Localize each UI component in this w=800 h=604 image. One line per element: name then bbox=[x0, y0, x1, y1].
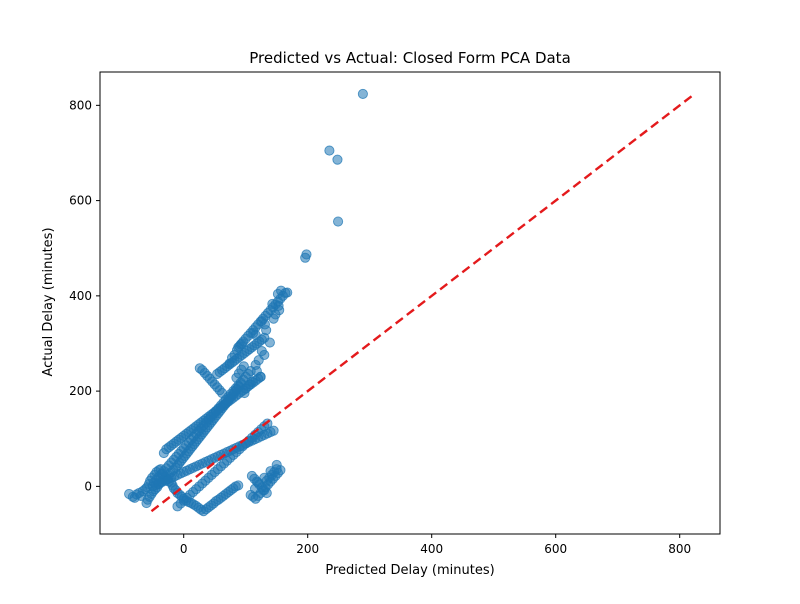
scatter-point bbox=[271, 459, 282, 470]
reference-line bbox=[150, 93, 695, 513]
scatter-point bbox=[265, 466, 276, 477]
scatter-point bbox=[233, 480, 244, 491]
y-tick-label: 200 bbox=[69, 384, 92, 398]
scatter-point bbox=[261, 325, 272, 336]
scatter-point bbox=[333, 216, 344, 227]
x-tick-label: 200 bbox=[296, 542, 319, 556]
x-tick-label: 800 bbox=[668, 542, 691, 556]
scatter-point bbox=[250, 329, 261, 340]
scatter-point bbox=[239, 387, 250, 399]
scatter-point bbox=[238, 361, 249, 372]
x-tick-label: 0 bbox=[180, 542, 188, 556]
scatter-point bbox=[264, 337, 275, 348]
scatter-point bbox=[324, 145, 335, 156]
scatter-point bbox=[236, 338, 248, 349]
x-tick-label: 600 bbox=[544, 542, 567, 556]
scatter-point bbox=[282, 287, 293, 298]
x-tick-label: 400 bbox=[420, 542, 443, 556]
scatter-point bbox=[332, 154, 343, 165]
plot-frame bbox=[99, 71, 721, 535]
scatter-point bbox=[301, 249, 312, 260]
scatter-point bbox=[268, 313, 279, 324]
y-tick-label: 600 bbox=[69, 194, 92, 208]
y-tick-label: 800 bbox=[69, 98, 92, 112]
chart-title: Predicted vs Actual: Closed Form PCA Dat… bbox=[249, 49, 571, 67]
scatter-point bbox=[255, 371, 266, 382]
plot-area bbox=[124, 88, 695, 517]
y-tick-label: 0 bbox=[84, 479, 92, 493]
y-tick-label: 400 bbox=[69, 289, 92, 303]
axes: 0 200 400 600 800 0 200 400 600 800 bbox=[69, 71, 721, 556]
scatter-point bbox=[357, 88, 368, 99]
y-axis-label: Actual Delay (minutes) bbox=[41, 227, 56, 376]
scatter-point bbox=[249, 483, 261, 494]
scatter-point bbox=[268, 425, 279, 436]
x-axis-label: Predicted Delay (minutes) bbox=[325, 563, 494, 578]
